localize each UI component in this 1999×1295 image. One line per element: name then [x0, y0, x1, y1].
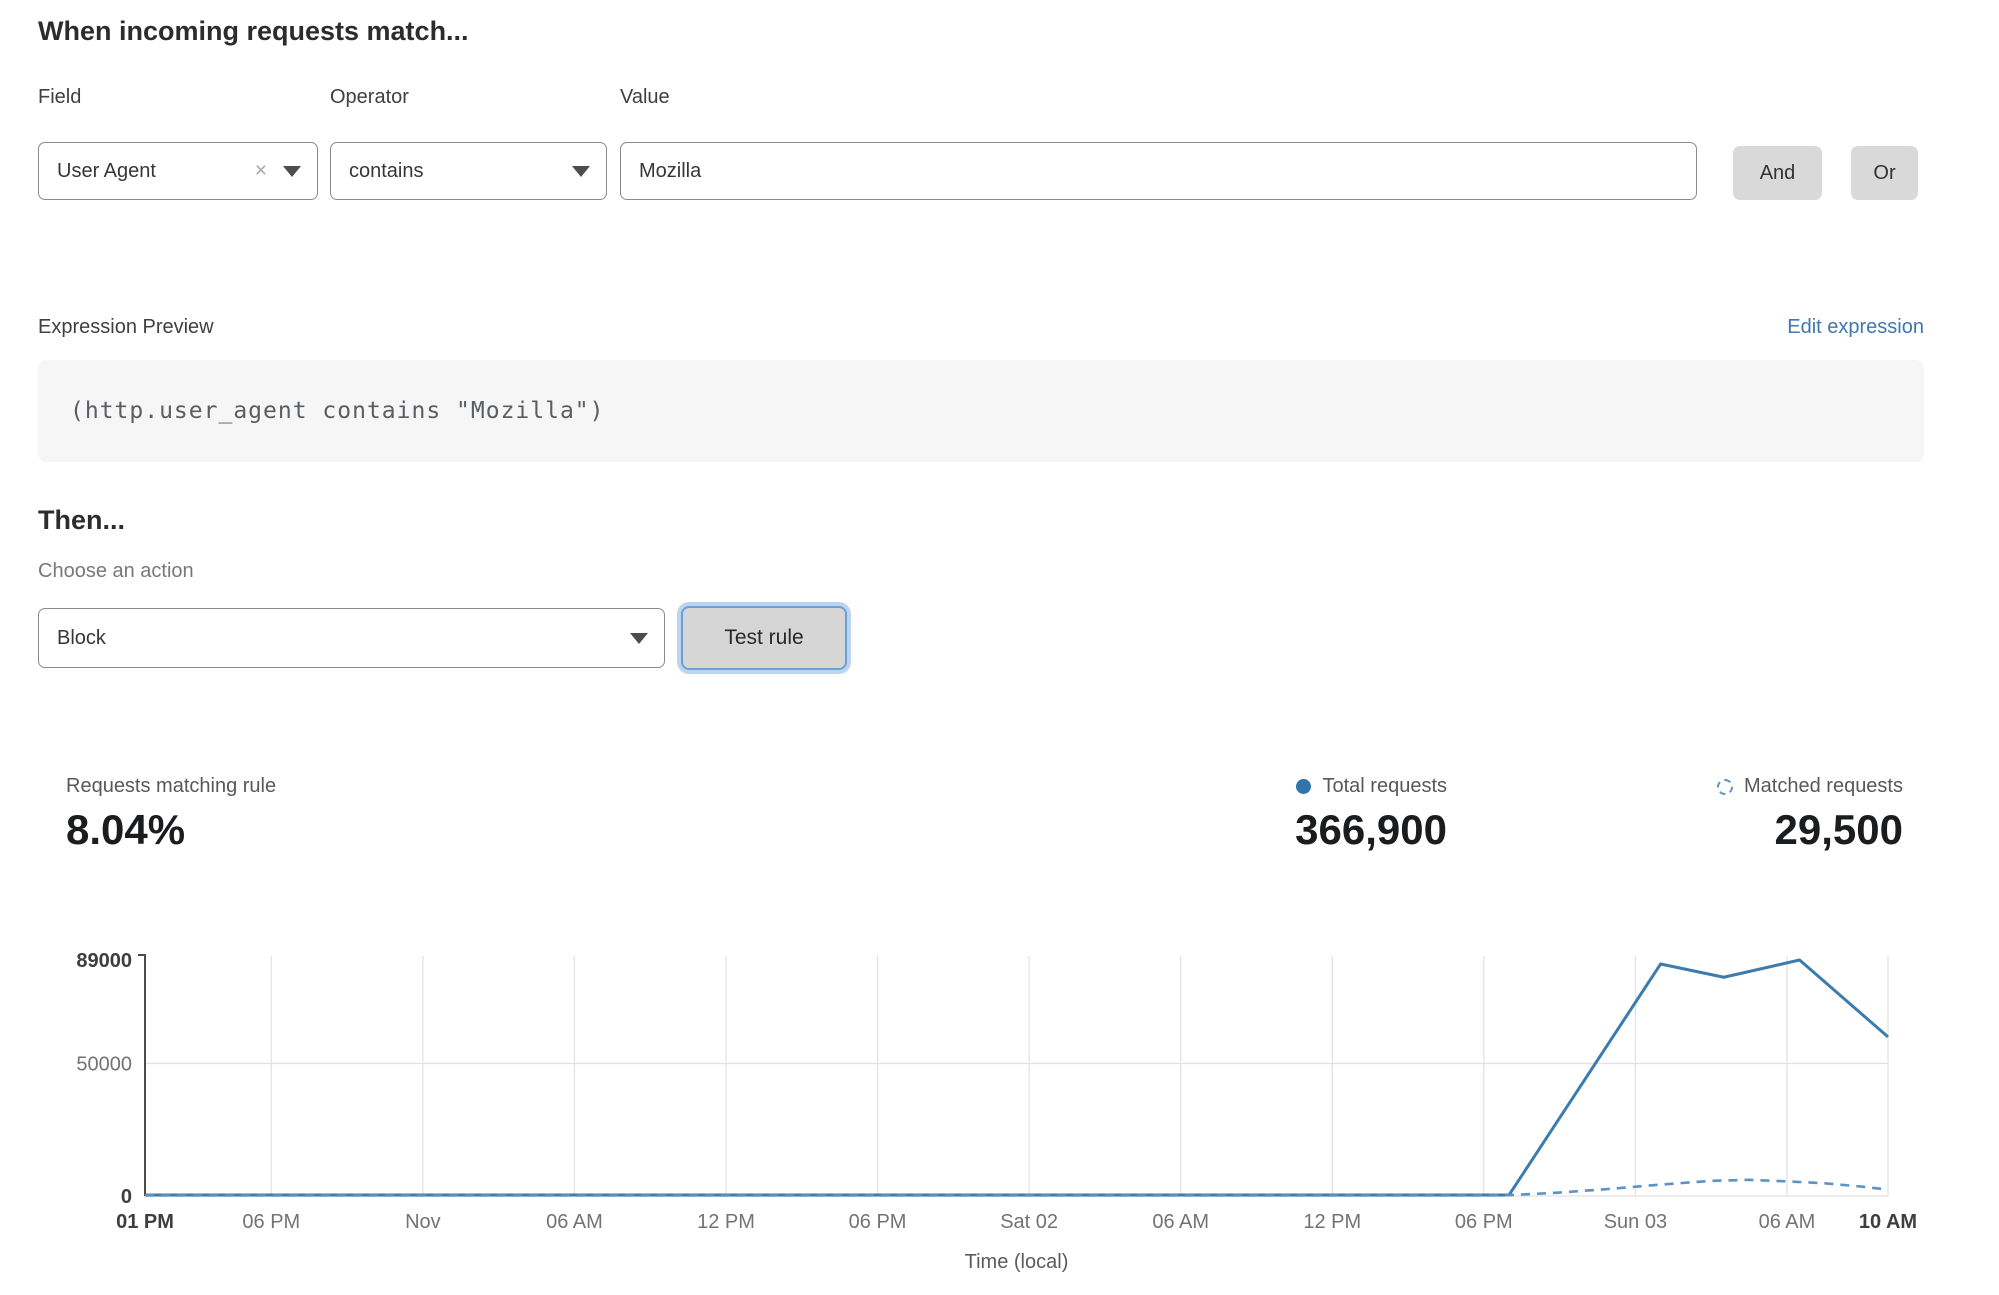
matched-requests-stat: Matched requests 29,500 [1717, 775, 1903, 854]
edit-expression-link[interactable]: Edit expression [1787, 316, 1924, 338]
y-tick-label: 0 [121, 1186, 132, 1208]
choose-action-label: Choose an action [38, 560, 194, 582]
x-tick-label: 06 PM [849, 1211, 907, 1233]
value-input[interactable] [620, 142, 1697, 200]
total-requests-label: Total requests [1322, 775, 1447, 797]
clear-field-icon[interactable]: × [254, 159, 267, 182]
or-button[interactable]: Or [1851, 146, 1918, 200]
x-axis-title: Time (local) [965, 1251, 1069, 1273]
x-tick-label: Sun 03 [1604, 1211, 1667, 1233]
chevron-down-icon [572, 165, 590, 177]
x-tick-label: 06 AM [546, 1211, 603, 1233]
operator-select[interactable]: contains [330, 142, 607, 200]
and-button[interactable]: And [1733, 146, 1822, 200]
total-requests-value: 366,900 [1295, 806, 1447, 853]
matched-requests-legend-circle-icon [1717, 778, 1734, 795]
x-tick-label: 06 PM [242, 1211, 300, 1233]
x-tick-label: 10 AM [1859, 1211, 1917, 1233]
x-tick-label: 12 PM [1303, 1211, 1361, 1233]
action-select-value: Block [57, 626, 106, 649]
total-requests-stat: Total requests 366,900 [1295, 775, 1447, 854]
x-tick-label: Sat 02 [1000, 1211, 1058, 1233]
x-tick-label: 01 PM [116, 1211, 174, 1233]
x-tick-label: 06 PM [1455, 1211, 1513, 1233]
field-select[interactable]: User Agent × [38, 142, 318, 200]
chevron-down-icon [630, 632, 648, 644]
requests-matching-label: Requests matching rule [66, 775, 277, 797]
requests-time-series-chart: 0 50000 89000 01 PM 06 PM Nov 06 AM 12 PM 06 PM S… [76, 950, 1917, 1273]
page-title: When incoming requests match... [38, 16, 469, 46]
field-select-value: User Agent [57, 159, 156, 182]
operator-label: Operator [330, 86, 409, 108]
expression-preview-box: (http.user_agent contains "Mozilla") [38, 360, 1924, 462]
x-tick-label: 06 AM [1759, 1211, 1816, 1233]
test-rule-button[interactable]: Test rule [681, 606, 847, 670]
action-select[interactable]: Block [38, 608, 665, 668]
series-matched-requests [145, 1178, 1889, 1197]
expression-preview-label: Expression Preview [38, 316, 214, 338]
then-heading: Then... [38, 505, 125, 535]
value-label: Value [620, 86, 670, 108]
expression-code: (http.user_agent contains "Mozilla") [70, 398, 605, 424]
field-label: Field [38, 86, 82, 108]
operator-select-value: contains [349, 159, 424, 182]
series-total-requests [145, 958, 1889, 1197]
x-tick-label: 06 AM [1152, 1211, 1209, 1233]
requests-matching-stat: Requests matching rule 8.04% [66, 775, 276, 854]
requests-matching-value: 8.04% [66, 806, 186, 853]
matched-requests-value: 29,500 [1774, 806, 1903, 853]
total-requests-legend-dot-icon [1296, 779, 1312, 794]
y-tick-label: 89000 [76, 950, 132, 972]
matched-requests-label: Matched requests [1744, 775, 1903, 797]
y-tick-label: 50000 [76, 1053, 132, 1075]
chevron-down-icon [283, 165, 301, 177]
x-tick-label: Nov [405, 1211, 441, 1233]
x-tick-label: 12 PM [697, 1211, 755, 1233]
